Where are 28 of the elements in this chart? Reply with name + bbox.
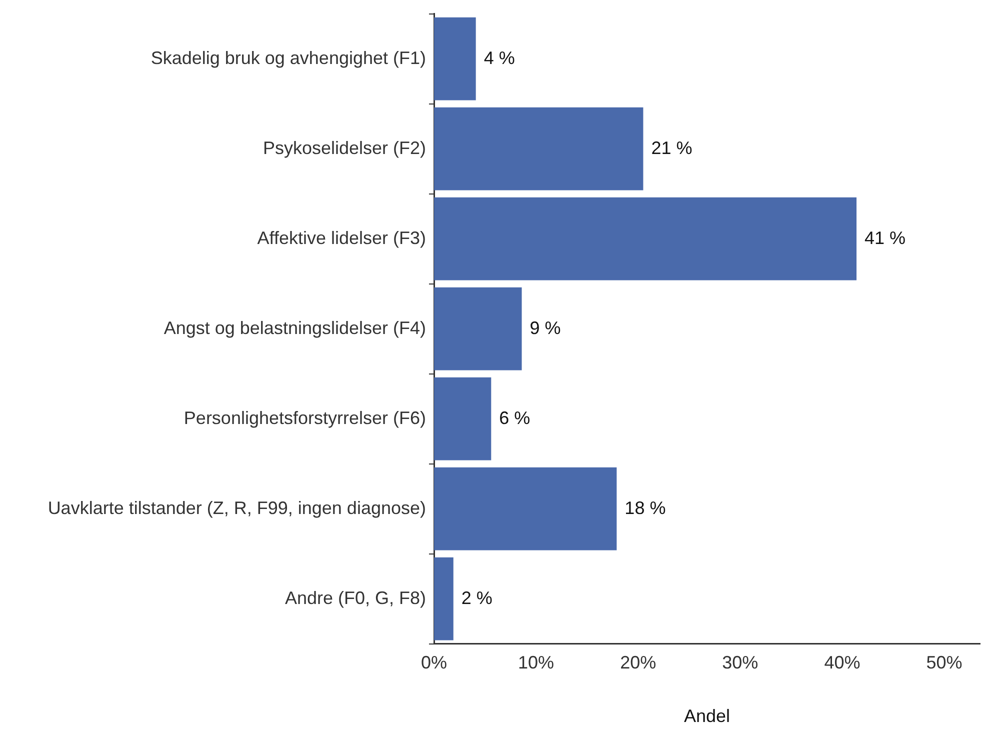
data-label: 2 % (461, 588, 492, 608)
x-tick-label: 50% (926, 652, 962, 673)
x-axis-title: Andel (684, 706, 730, 726)
y-tick-label: Personlighetsforstyrrelser (F6) (184, 408, 426, 428)
bar (434, 377, 492, 460)
y-tick-label: Skadelig bruk og avhengighet (F1) (150, 48, 426, 68)
x-tick-label: 20% (620, 652, 656, 673)
x-tick-label: 30% (722, 652, 758, 673)
bar (434, 197, 857, 280)
x-tick-label: 40% (824, 652, 860, 673)
y-tick-label: Andre (F0, G, F8) (284, 588, 426, 608)
data-label: 9 % (530, 318, 561, 338)
data-label: 4 % (484, 48, 515, 68)
x-tick-label: 10% (518, 652, 554, 673)
y-tick-label: Uavklarte tilstander (Z, R, F99, ingen diagnose) (48, 498, 426, 518)
bar (434, 107, 644, 190)
y-tick-label: Affektive lidelser (F3) (257, 228, 426, 248)
data-label: 6 % (499, 408, 530, 428)
y-tick-label: Psykoselidelser (F2) (262, 138, 426, 158)
data-label: 41 % (864, 228, 906, 248)
bar (434, 287, 522, 370)
bar (434, 17, 476, 100)
y-tick-label: Angst og belastningslidelser (F4) (164, 318, 426, 338)
bar (434, 557, 454, 640)
data-label: 18 % (624, 498, 666, 518)
data-label: 21 % (651, 138, 692, 158)
bar (434, 467, 617, 550)
x-tick-label: 0% (420, 652, 448, 673)
